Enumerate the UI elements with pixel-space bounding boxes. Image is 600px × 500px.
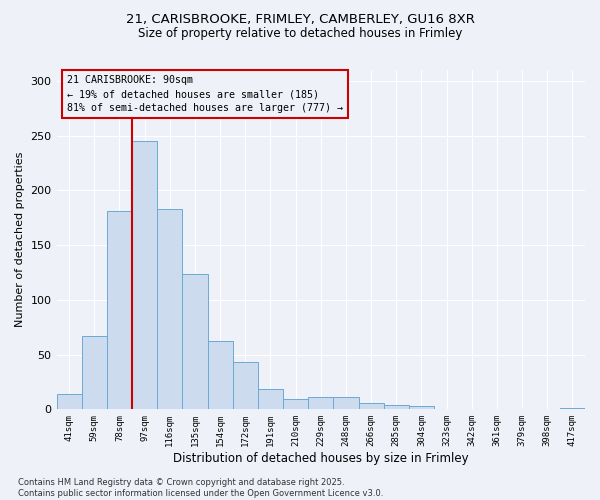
- Bar: [157, 209, 182, 410]
- Bar: [208, 342, 233, 409]
- Bar: [182, 274, 208, 409]
- Bar: [56, 394, 82, 409]
- Bar: [334, 398, 359, 409]
- Text: 21, CARISBROOKE, FRIMLEY, CAMBERLEY, GU16 8XR: 21, CARISBROOKE, FRIMLEY, CAMBERLEY, GU1…: [125, 12, 475, 26]
- Y-axis label: Number of detached properties: Number of detached properties: [15, 152, 25, 328]
- Bar: [308, 398, 334, 409]
- Bar: [82, 336, 107, 409]
- Bar: [233, 362, 258, 410]
- X-axis label: Distribution of detached houses by size in Frimley: Distribution of detached houses by size …: [173, 452, 469, 465]
- Text: 21 CARISBROOKE: 90sqm
← 19% of detached houses are smaller (185)
81% of semi-det: 21 CARISBROOKE: 90sqm ← 19% of detached …: [67, 75, 343, 113]
- Text: Size of property relative to detached houses in Frimley: Size of property relative to detached ho…: [138, 28, 462, 40]
- Text: Contains HM Land Registry data © Crown copyright and database right 2025.
Contai: Contains HM Land Registry data © Crown c…: [18, 478, 383, 498]
- Bar: [560, 408, 585, 410]
- Bar: [409, 406, 434, 409]
- Bar: [132, 141, 157, 409]
- Bar: [258, 388, 283, 409]
- Bar: [359, 403, 383, 409]
- Bar: [107, 211, 132, 410]
- Bar: [383, 405, 409, 409]
- Bar: [283, 400, 308, 409]
